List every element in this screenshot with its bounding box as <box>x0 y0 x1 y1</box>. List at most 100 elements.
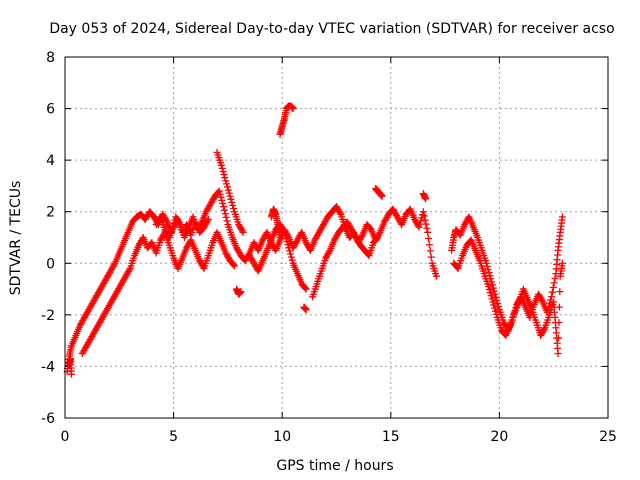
data-point <box>230 262 238 270</box>
data-point <box>488 295 496 303</box>
data-point <box>485 286 493 294</box>
y-tick-label: -4 <box>41 359 55 375</box>
data-point <box>218 196 226 204</box>
data-point <box>219 199 227 207</box>
data-point <box>110 261 118 269</box>
data-point <box>221 174 229 182</box>
data-point <box>302 285 310 293</box>
y-tick-label: 6 <box>46 102 55 118</box>
y-tick-label: 8 <box>46 50 55 66</box>
data-point <box>230 261 238 269</box>
data-point <box>204 215 212 223</box>
data-point <box>558 259 566 267</box>
data-points <box>63 102 566 378</box>
data-point <box>485 282 493 290</box>
data-point <box>422 195 430 203</box>
data-point <box>289 105 297 113</box>
data-point <box>424 228 432 236</box>
data-point <box>374 234 382 241</box>
data-point <box>549 284 557 292</box>
data-point <box>488 281 496 289</box>
data-point <box>491 290 499 298</box>
data-point <box>415 223 423 231</box>
x-tick-label: 0 <box>61 429 70 445</box>
data-point <box>548 293 556 301</box>
data-point <box>336 209 344 217</box>
data-point <box>417 217 425 225</box>
data-point <box>489 284 497 292</box>
x-axis-label: GPS time / hours <box>276 458 393 474</box>
x-tick-label: 10 <box>273 429 291 445</box>
plot-frame <box>64 56 609 419</box>
y-axis-label: SDTVAR / TECUs <box>8 181 24 296</box>
data-point <box>226 192 234 200</box>
data-point <box>487 292 495 300</box>
data-point <box>550 279 558 287</box>
data-point <box>491 304 499 312</box>
data-point <box>218 164 226 172</box>
data-point <box>493 296 501 304</box>
data-point <box>282 235 290 243</box>
data-point <box>490 287 498 295</box>
data-point <box>222 177 230 185</box>
data-point <box>284 241 292 249</box>
data-point <box>556 288 564 296</box>
data-point <box>427 253 435 261</box>
data-point <box>490 301 498 309</box>
data-point <box>223 183 231 191</box>
data-point <box>558 213 566 221</box>
data-point <box>425 241 433 249</box>
data-point <box>432 272 440 280</box>
data-point <box>239 228 247 236</box>
data-point <box>229 202 237 210</box>
data-point <box>125 266 133 274</box>
data-point <box>224 186 232 194</box>
data-point <box>222 213 230 221</box>
data-point <box>162 216 170 224</box>
data-point <box>216 190 224 198</box>
data-point <box>485 269 493 277</box>
data-point <box>492 310 500 318</box>
data-point <box>276 234 284 241</box>
x-tick-label: 15 <box>382 429 400 445</box>
data-point <box>220 171 228 179</box>
data-point <box>425 235 433 243</box>
data-point <box>230 205 238 213</box>
y-tick-label: -6 <box>41 411 55 427</box>
data-point <box>548 288 556 296</box>
data-point <box>220 203 228 211</box>
data-point <box>423 224 431 232</box>
data-point <box>421 216 429 224</box>
data-point <box>285 244 293 252</box>
x-tick-label: 5 <box>169 429 178 445</box>
data-point <box>301 284 309 292</box>
data-point <box>280 227 288 235</box>
data-point <box>219 167 227 175</box>
data-point <box>546 299 554 307</box>
data-point <box>426 247 434 255</box>
data-point <box>495 303 503 311</box>
y-tick-label: 0 <box>46 256 55 272</box>
data-point <box>373 235 381 243</box>
data-point <box>238 227 246 235</box>
data-point <box>492 293 500 301</box>
data-point <box>494 300 502 308</box>
data-point <box>538 296 546 304</box>
data-point <box>225 189 233 197</box>
chart-title: Day 053 of 2024, Sidereal Day-to-day VTE… <box>49 21 614 37</box>
data-point <box>486 289 494 297</box>
data-point <box>555 319 563 327</box>
data-point <box>288 256 296 264</box>
data-point <box>358 232 366 240</box>
data-point <box>283 238 291 246</box>
data-point <box>223 180 231 188</box>
data-point <box>302 306 310 314</box>
data-point <box>419 208 427 216</box>
data-point <box>228 198 236 206</box>
axis-ticks: 0 5 10 15 20 25 -6 -4 -2 0 2 4 6 8 <box>41 50 617 445</box>
y-tick-label: 2 <box>46 205 55 221</box>
data-point <box>221 210 229 218</box>
data-point <box>217 193 225 201</box>
data-point <box>68 370 76 378</box>
